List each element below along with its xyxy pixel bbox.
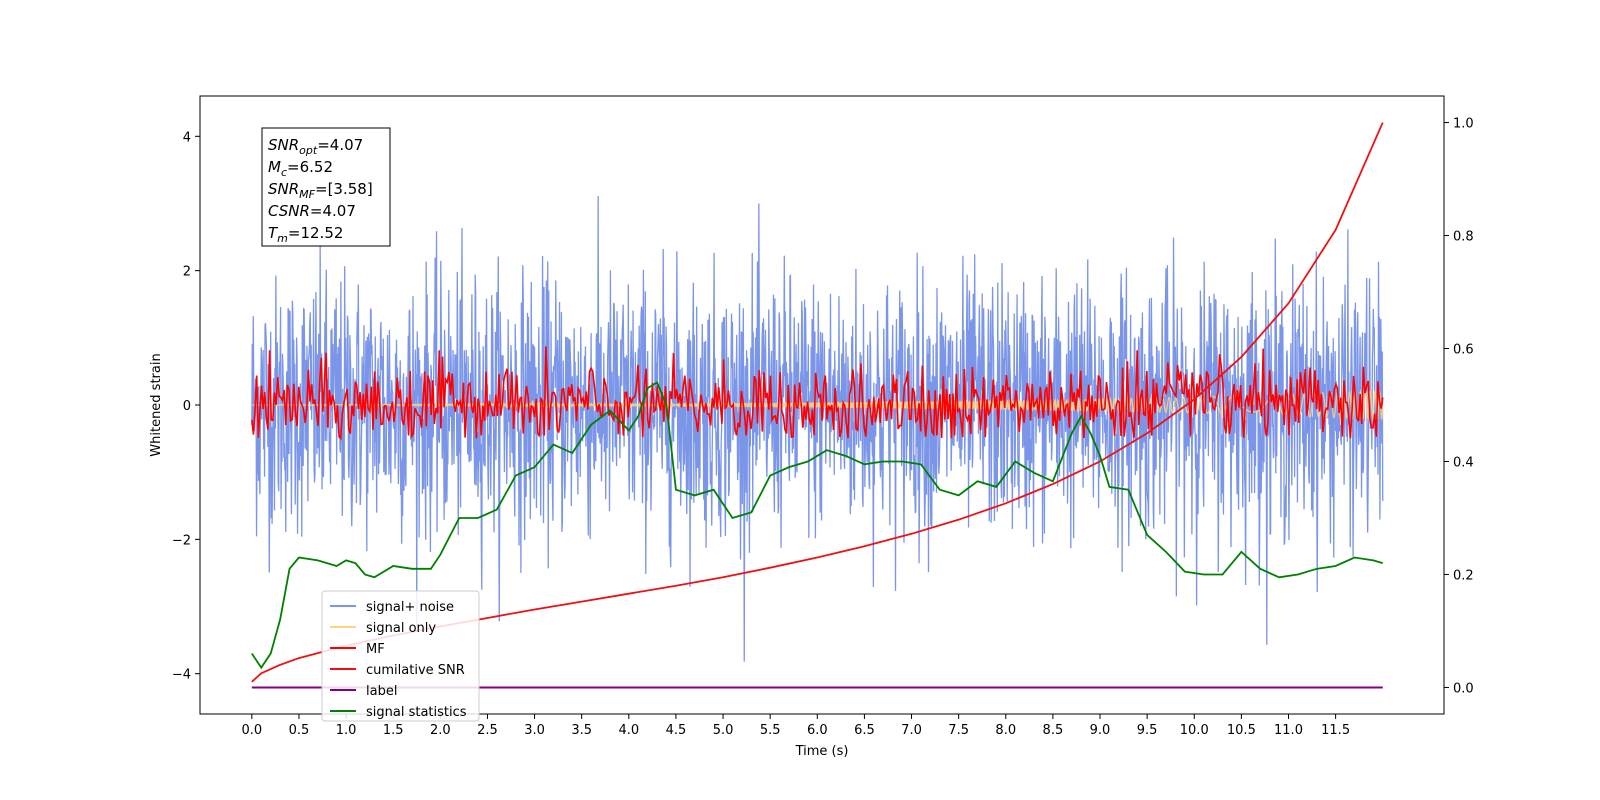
x-tick-label: 0.0 — [241, 723, 262, 738]
x-tick-label: 4.0 — [618, 723, 639, 738]
x-tick-label: 8.5 — [1043, 723, 1064, 738]
legend-entries: signal+ noise signal only MF cumilative SNR… — [330, 600, 467, 720]
y-tick-label: 0 — [183, 399, 191, 414]
x-tick-label: 7.5 — [948, 723, 969, 738]
x-tick-label: 1.5 — [383, 723, 404, 738]
stats-line: CSNR=4.07 — [268, 202, 356, 220]
right-y-tick-label: 0.4 — [1453, 455, 1474, 470]
y-tick-label: −2 — [172, 533, 191, 548]
right-y-tick-label: 0.0 — [1453, 681, 1474, 696]
x-tick-label: 9.5 — [1137, 723, 1158, 738]
x-tick-label: 6.0 — [807, 723, 828, 738]
x-tick-label: 2.5 — [477, 723, 498, 738]
x-tick-label: 0.5 — [289, 723, 310, 738]
stats-line: SNRMF=[3.58] — [268, 180, 373, 201]
x-tick-label: 11.5 — [1321, 723, 1350, 738]
stats-box-frame — [261, 127, 391, 247]
y-tick-label: 4 — [183, 130, 191, 145]
x-tick-label: 5.0 — [713, 723, 734, 738]
y-tick-label: −4 — [172, 668, 191, 683]
x-tick-label: 9.0 — [1090, 723, 1111, 738]
x-tick-label: 4.5 — [666, 723, 687, 738]
x-tick-label: 2.0 — [430, 723, 451, 738]
right-y-tick-label: 0.6 — [1453, 343, 1474, 358]
x-tick-label: 8.0 — [995, 723, 1016, 738]
x-tick-label: 7.0 — [901, 723, 922, 738]
x-tick-label: 3.0 — [524, 723, 545, 738]
y-axis-ticks: 4 2 0 −2 −4 — [172, 130, 200, 683]
legend-label: signal+ noise — [366, 600, 454, 615]
x-tick-label: 1.0 — [336, 723, 357, 738]
x-axis-label: Time (s) — [795, 744, 849, 759]
x-tick-label: 10.5 — [1227, 723, 1256, 738]
x-axis-ticks: 0.0 0.5 1.0 1.5 2.0 2.5 3.0 3.5 4.0 4.5 5.0 5.5 6.0 6… — [241, 714, 1350, 738]
legend: signal+ noise signal only MF cumilative SNR… — [321, 590, 480, 722]
x-tick-label: 3.5 — [571, 723, 592, 738]
x-tick-label: 6.5 — [854, 723, 875, 738]
legend-label: MF — [366, 642, 385, 657]
right-y-tick-label: 0.8 — [1453, 230, 1474, 245]
legend-label: label — [366, 684, 397, 699]
x-tick-label: 5.5 — [760, 723, 781, 738]
stats-line: SNRopt=4.07 — [268, 136, 363, 157]
legend-label: signal statistics — [366, 705, 467, 720]
stats-line: Mc=6.52 — [268, 158, 333, 179]
y-axis-label: Whitened strain — [149, 353, 164, 456]
right-y-tick-label: 1.0 — [1453, 117, 1474, 132]
legend-frame — [321, 590, 480, 722]
x-tick-label: 11.0 — [1274, 723, 1303, 738]
legend-label: cumilative SNR — [366, 663, 465, 678]
series-signal-statistics-line — [251, 381, 1383, 670]
right-y-axis-ticks: 1.0 0.8 0.6 0.4 0.2 0.0 — [1444, 117, 1474, 696]
y-tick-label: 2 — [183, 265, 191, 280]
series-mf-line — [251, 346, 1384, 441]
x-tick-label: 10.0 — [1180, 723, 1209, 738]
stats-line: Tm=12.52 — [268, 224, 343, 245]
right-y-tick-label: 0.2 — [1453, 568, 1474, 583]
legend-label: signal only — [366, 621, 436, 636]
